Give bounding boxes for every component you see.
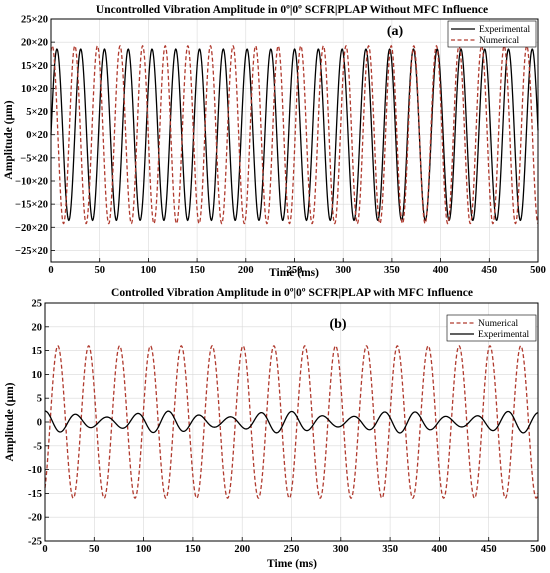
chart-b-legend-label-0: Numerical [478,319,518,329]
chart-a-xtick-label: 350 [384,265,400,276]
chart-b-xtick-label: 450 [481,544,497,555]
chart-b-ytick-label: 5 [37,394,42,405]
chart-b-ytick-label: -5 [33,441,42,452]
chart-a-series-experimental-line [50,48,539,222]
chart-a-panel-label: (a) [387,24,404,39]
chart-b-series-experimental-line [44,410,539,434]
chart-a-xtick-label: 50 [94,265,105,276]
chart-b-xtick-label: 50 [89,544,100,555]
chart-a-ytick-label: 10×20 [21,84,48,95]
chart-a-ylabel: Amplitude (µm) [3,100,15,179]
chart-a-legend-label-0: Experimental [479,25,531,35]
chart-a-ytick-label: −10×20 [15,177,48,188]
chart-a-series-numerical-line [50,44,539,225]
chart-b-ytick-label: 10 [32,370,43,381]
chart-a-xtick-label: 500 [530,265,546,276]
chart-b-ytick-label: -10 [28,465,42,476]
chart-b-title: Controlled Vibration Amplitude in 0º|0º … [111,287,473,299]
chart-a-xtick-label: 400 [433,265,449,276]
chart-a-title: Uncontrolled Vibration Amplitude in 0º|0… [96,4,488,16]
chart-b-ylabel: Amplitude (μm) [4,382,16,461]
chart-b-legend: Numerical Experimental [446,314,537,342]
chart-b-xtick-label: 0 [42,544,47,555]
chart-a-ytick-label: 15×20 [21,61,48,72]
chart-b-ytick-label: 20 [32,322,43,333]
chart-a-xtick-label: 450 [481,265,497,276]
chart-b-ytick-label: 15 [32,346,43,357]
chart-b-series-numerical-line [44,345,539,499]
chart-a-xtick-label: 200 [238,265,254,276]
chart-a: Uncontrolled Vibration Amplitude in 0º|0… [3,4,546,279]
chart-a-xticks: 0 50 100 150 200 250 300 350 400 450 500 [48,265,546,276]
chart-b-ytick-label: -20 [28,513,42,524]
chart-a-yticks: −25×20 −20×20 −15×20 −10×20 −5×20 0×20 5×20 10×… [15,15,48,257]
chart-a-ytick-label: 5×20 [26,107,48,118]
chart-b-xtick-label: 400 [432,544,448,555]
chart-a-ytick-label: −15×20 [15,200,48,211]
chart-a-xtick-label: 0 [48,265,53,276]
chart-b-xtick-label: 100 [136,544,152,555]
chart-a-xtick-label: 250 [287,265,303,276]
chart-b-series [44,345,539,499]
chart-a-legend: Experimental Numerical [447,20,537,48]
chart-b-yticks: -25 -20 -15 -10 -5 0 5 10 15 20 25 [28,299,42,548]
chart-b-xtick-label: 500 [530,544,546,555]
chart-b-ytick-label: -15 [28,489,42,500]
chart-b-xticks: 0 50 100 150 200 250 300 350 400 450 500 [42,544,546,555]
chart-a-ytick-label: 20×20 [21,38,48,49]
chart-b-ytick-label: -25 [28,537,42,548]
chart-a-xlabel: Time (ms) [269,267,319,279]
chart-a-xtick-label: 100 [141,265,157,276]
chart-b-ytick-label: 0 [37,418,42,429]
chart-a-ytick-label: 25×20 [21,15,48,26]
chart-a-xtick-label: 150 [189,265,205,276]
chart-b-xtick-label: 200 [234,544,250,555]
chart-a-ytick-label: −5×20 [20,153,48,164]
chart-b-xtick-label: 350 [382,544,398,555]
chart-b-xlabel: Time (ms) [267,558,317,570]
chart-a-xtick-label: 300 [335,265,351,276]
chart-a-series [50,44,539,225]
chart-b-legend-label-1: Experimental [478,330,530,340]
chart-b-xtick-label: 250 [284,544,300,555]
chart-b-xtick-label: 150 [185,544,201,555]
chart-b-panel-label: (b) [329,317,346,332]
chart-b-ytick-label: 25 [32,299,43,310]
chart-b: Controlled Vibration Amplitude in 0º|0º … [4,287,546,570]
chart-a-ytick-label: −25×20 [15,246,48,257]
chart-a-ytick-label: 0×20 [26,130,48,141]
chart-b-xtick-label: 300 [333,544,349,555]
chart-a-legend-label-1: Numerical [479,36,519,46]
chart-a-ytick-label: −20×20 [15,223,48,234]
